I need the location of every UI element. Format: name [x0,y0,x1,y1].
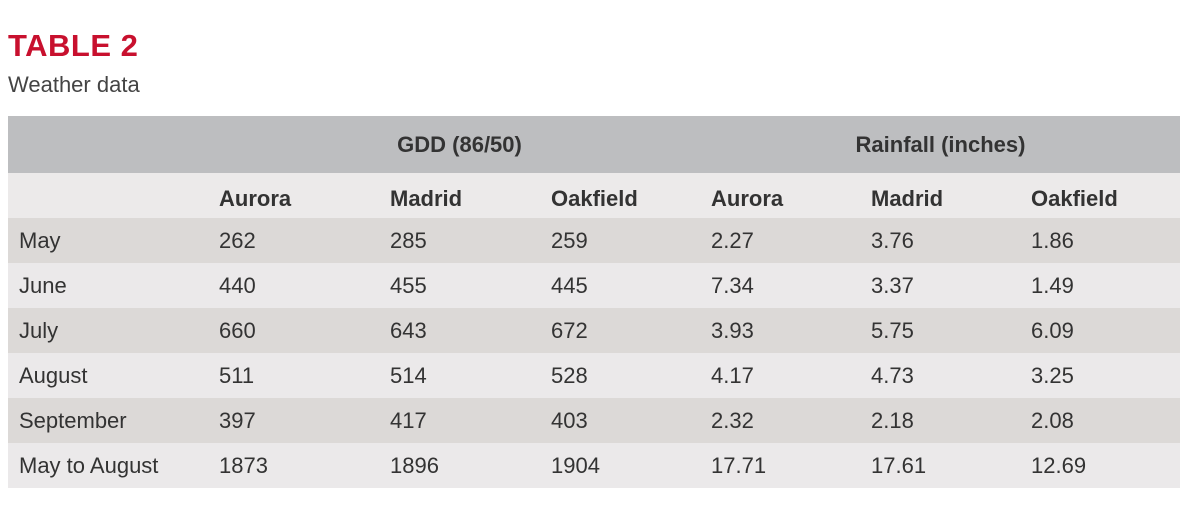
table-row [8,308,1180,353]
row-label: July [19,318,59,343]
table-cell: 1873 [219,453,268,478]
group-header-row [8,116,1180,173]
table-cell: 417 [390,408,427,433]
table-cell: 1904 [551,453,600,478]
table-row [8,218,1180,263]
table-cell: 2.32 [711,408,754,433]
table-cell: 514 [390,363,427,388]
group-header: GDD (86/50) [397,132,522,157]
row-label: June [19,273,67,298]
table-cell: 672 [551,318,588,343]
column-header: Aurora [711,186,784,211]
table-cell: 440 [219,273,256,298]
table-subtitle: Weather data [8,72,140,97]
row-label: May [19,228,61,253]
column-header: Madrid [871,186,944,211]
table-row [8,353,1180,398]
table-cell: 1.86 [1031,228,1074,253]
table-cell: 262 [219,228,256,253]
table-cell: 17.61 [871,453,927,478]
table-cell: 403 [551,408,588,433]
table-cell: 12.69 [1031,453,1087,478]
table-cell: 4.17 [711,363,754,388]
table-cell: 643 [390,318,427,343]
table-cell: 3.76 [871,228,914,253]
table-cell: 660 [219,318,256,343]
table-cell: 4.73 [871,363,914,388]
table-row [8,398,1180,443]
column-header: Madrid [390,186,463,211]
table-cell: 6.09 [1031,318,1074,343]
table-cell: 1896 [390,453,439,478]
table-cell: 7.34 [711,273,754,298]
table-cell: 397 [219,408,256,433]
table-cell: 528 [551,363,588,388]
table-cell: 2.08 [1031,408,1074,433]
table-row [8,443,1180,488]
table-cell: 17.71 [711,453,767,478]
column-header: Aurora [219,186,292,211]
table-cell: 445 [551,273,588,298]
table-cell: 1.49 [1031,273,1074,298]
column-header: Oakfield [551,186,638,211]
column-header: Oakfield [1031,186,1118,211]
table-cell: 3.25 [1031,363,1074,388]
row-label: September [19,408,127,433]
table-cell: 259 [551,228,588,253]
column-header-row [8,173,1180,218]
table-cell: 5.75 [871,318,914,343]
table-row [8,263,1180,308]
table-cell: 2.18 [871,408,914,433]
table-title: TABLE 2 [8,28,139,63]
row-label: August [19,363,88,388]
table-cell: 2.27 [711,228,754,253]
table-cell: 511 [219,363,255,388]
table-cell: 285 [390,228,427,253]
table-cell: 3.93 [711,318,754,343]
group-header: Rainfall (inches) [855,132,1026,157]
table-cell: 455 [390,273,427,298]
table-cell: 3.37 [871,273,914,298]
row-label: May to August [19,453,159,478]
